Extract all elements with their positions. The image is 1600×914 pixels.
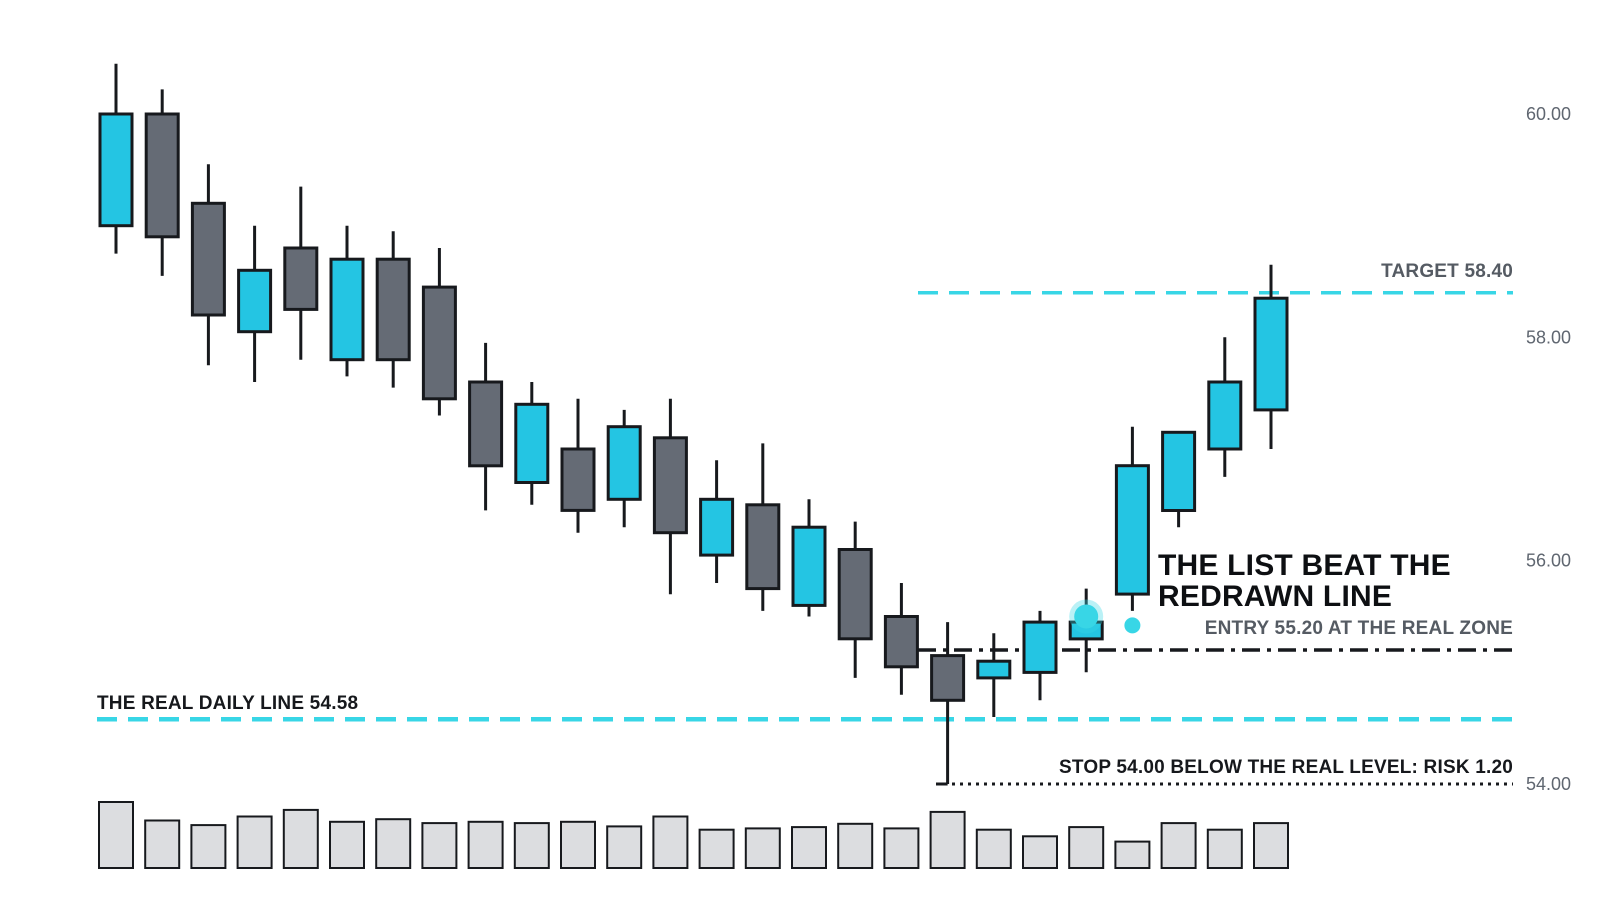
candle <box>976 633 1012 717</box>
candle-body-bullish <box>606 425 642 501</box>
headline-line-2: REDRAWN LINE <box>1158 580 1392 613</box>
volume-bar <box>929 810 966 870</box>
candle <box>514 382 550 505</box>
entry-marker-small <box>1124 617 1141 634</box>
candle <box>745 443 781 611</box>
candle-body-bearish <box>375 257 411 362</box>
candle-body-bullish <box>1253 296 1289 412</box>
candle <box>468 342 504 511</box>
candle-body-bearish <box>283 246 319 311</box>
candle-body-bullish <box>1114 464 1150 596</box>
volume-bar <box>560 820 596 869</box>
volume-bar <box>744 827 781 870</box>
volume-bar <box>467 820 504 869</box>
volume-bar <box>606 825 643 870</box>
entry-markers <box>1069 599 1141 634</box>
stop-label: STOP 54.00 BELOW THE REAL LEVEL: RISK 1.… <box>1059 757 1513 778</box>
volume-bar <box>883 827 920 870</box>
volume-bar <box>329 820 365 869</box>
volume-bar <box>1160 822 1197 869</box>
entry-label: ENTRY 55.20 AT THE REAL ZONE <box>1205 618 1513 639</box>
candle-body-bullish <box>699 497 735 557</box>
candle-body-bearish <box>190 201 226 317</box>
volume-bar <box>375 818 412 870</box>
volume-bar <box>190 824 227 869</box>
candle-body-bullish <box>1207 380 1243 451</box>
candle <box>883 583 919 695</box>
volume-bar <box>652 815 689 869</box>
candle-body-bearish <box>837 548 873 641</box>
candle-body-bullish <box>791 525 827 607</box>
candle-body-bearish <box>883 615 919 669</box>
level-lines <box>97 290 1513 786</box>
volume-bar <box>421 822 458 869</box>
candle-body-bullish <box>976 659 1012 680</box>
volume-bar <box>1253 822 1289 869</box>
volume-bar <box>1068 826 1105 869</box>
y-tick-label: 56.00 <box>1526 551 1571 571</box>
real-daily-line-label: THE REAL DAILY LINE 54.58 <box>97 693 358 714</box>
volume-bar <box>1206 828 1243 870</box>
volume-bar <box>698 828 735 870</box>
y-tick-label: 58.00 <box>1526 327 1571 347</box>
candle <box>283 186 319 360</box>
candle-body-bearish <box>745 503 781 591</box>
volume-bar <box>144 819 181 869</box>
candle-body-bearish <box>930 654 966 702</box>
target-label: TARGET 58.40 <box>1381 261 1513 282</box>
volume-bar <box>236 815 273 869</box>
candle-body-bullish <box>1161 430 1197 512</box>
volume-bar <box>975 828 1012 870</box>
candle <box>560 398 596 533</box>
volume-bar <box>513 822 550 869</box>
y-tick-label: 60.00 <box>1526 104 1571 124</box>
candle <box>699 460 735 583</box>
candle <box>1114 426 1150 611</box>
candle-body-bullish <box>237 268 273 334</box>
candle <box>930 622 966 784</box>
y-tick-label: 54.00 <box>1526 774 1571 794</box>
candle-body-bearish <box>652 436 688 535</box>
volume-bar <box>1114 840 1151 869</box>
candle-body-bullish <box>329 257 365 362</box>
candle <box>1161 430 1197 528</box>
candle <box>1253 264 1289 449</box>
candle-body-bullish <box>514 402 550 484</box>
volume-bar <box>1022 835 1058 869</box>
candle <box>1207 337 1243 477</box>
candle <box>329 225 365 377</box>
candle <box>421 248 457 416</box>
candle-body-bullish <box>1022 620 1058 674</box>
candles <box>98 63 1289 784</box>
volume-bars <box>98 801 1289 870</box>
price-axis: 60.00 58.00 56.00 54.00 <box>1526 104 1571 794</box>
candle <box>1022 610 1058 701</box>
candle <box>144 89 180 276</box>
volume-bar <box>98 801 134 869</box>
volume-bar <box>282 808 319 870</box>
headline-line-1: THE LIST BEAT THE <box>1158 549 1451 582</box>
candle <box>98 63 134 254</box>
candle <box>237 225 273 382</box>
candle <box>190 164 226 366</box>
volume-bar <box>791 826 827 869</box>
candle-body-bullish <box>98 112 134 228</box>
candle <box>606 409 642 528</box>
candle-body-bearish <box>560 447 596 512</box>
candle <box>375 231 411 388</box>
entry-marker-large <box>1074 604 1099 629</box>
candle-body-bearish <box>144 112 180 239</box>
candle <box>652 398 688 595</box>
candle <box>791 499 827 617</box>
candle <box>837 521 873 678</box>
volume-bar <box>837 822 874 869</box>
candle-body-bearish <box>421 285 457 401</box>
candle-body-bearish <box>468 380 504 468</box>
